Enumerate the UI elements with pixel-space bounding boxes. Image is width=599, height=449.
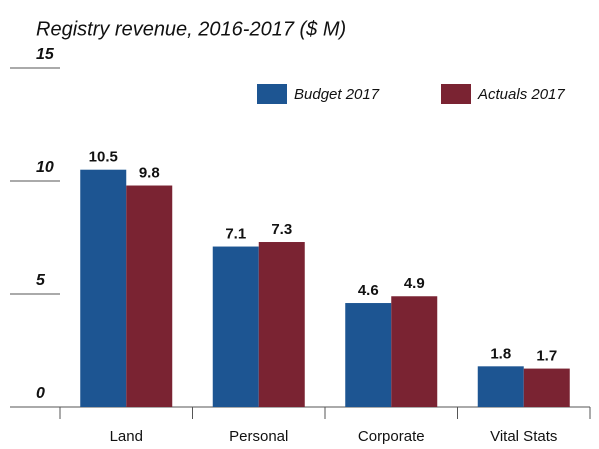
x-tick-label: Vital Stats (490, 428, 557, 445)
data-label: 7.3 (271, 221, 292, 238)
bar (126, 185, 173, 407)
y-tick-label: 10 (36, 159, 54, 176)
data-label: 9.8 (139, 164, 160, 181)
bar (477, 366, 524, 407)
data-label: 10.5 (89, 149, 118, 166)
data-label: 1.7 (536, 348, 557, 365)
bar (345, 303, 392, 407)
data-label: 7.1 (225, 226, 246, 243)
data-label: 4.9 (404, 275, 425, 292)
x-tick-label: Corporate (358, 428, 425, 445)
data-label: 4.6 (358, 282, 379, 299)
y-tick-label: 15 (36, 46, 55, 63)
x-tick-label: Personal (229, 428, 288, 445)
bar (80, 169, 127, 407)
y-tick-label: 5 (36, 272, 46, 289)
bar (391, 296, 438, 407)
chart-title: Registry revenue, 2016-2017 ($ M) (36, 18, 346, 40)
bar (523, 368, 570, 407)
y-tick-label: 0 (36, 385, 45, 402)
legend-swatch (257, 84, 287, 104)
x-tick-label: Land (110, 428, 143, 445)
legend-label: Budget 2017 (294, 86, 380, 103)
data-label: 1.8 (490, 345, 511, 362)
bar (258, 242, 305, 407)
legend-swatch (441, 84, 471, 104)
bar (212, 246, 259, 407)
legend-label: Actuals 2017 (477, 86, 565, 103)
